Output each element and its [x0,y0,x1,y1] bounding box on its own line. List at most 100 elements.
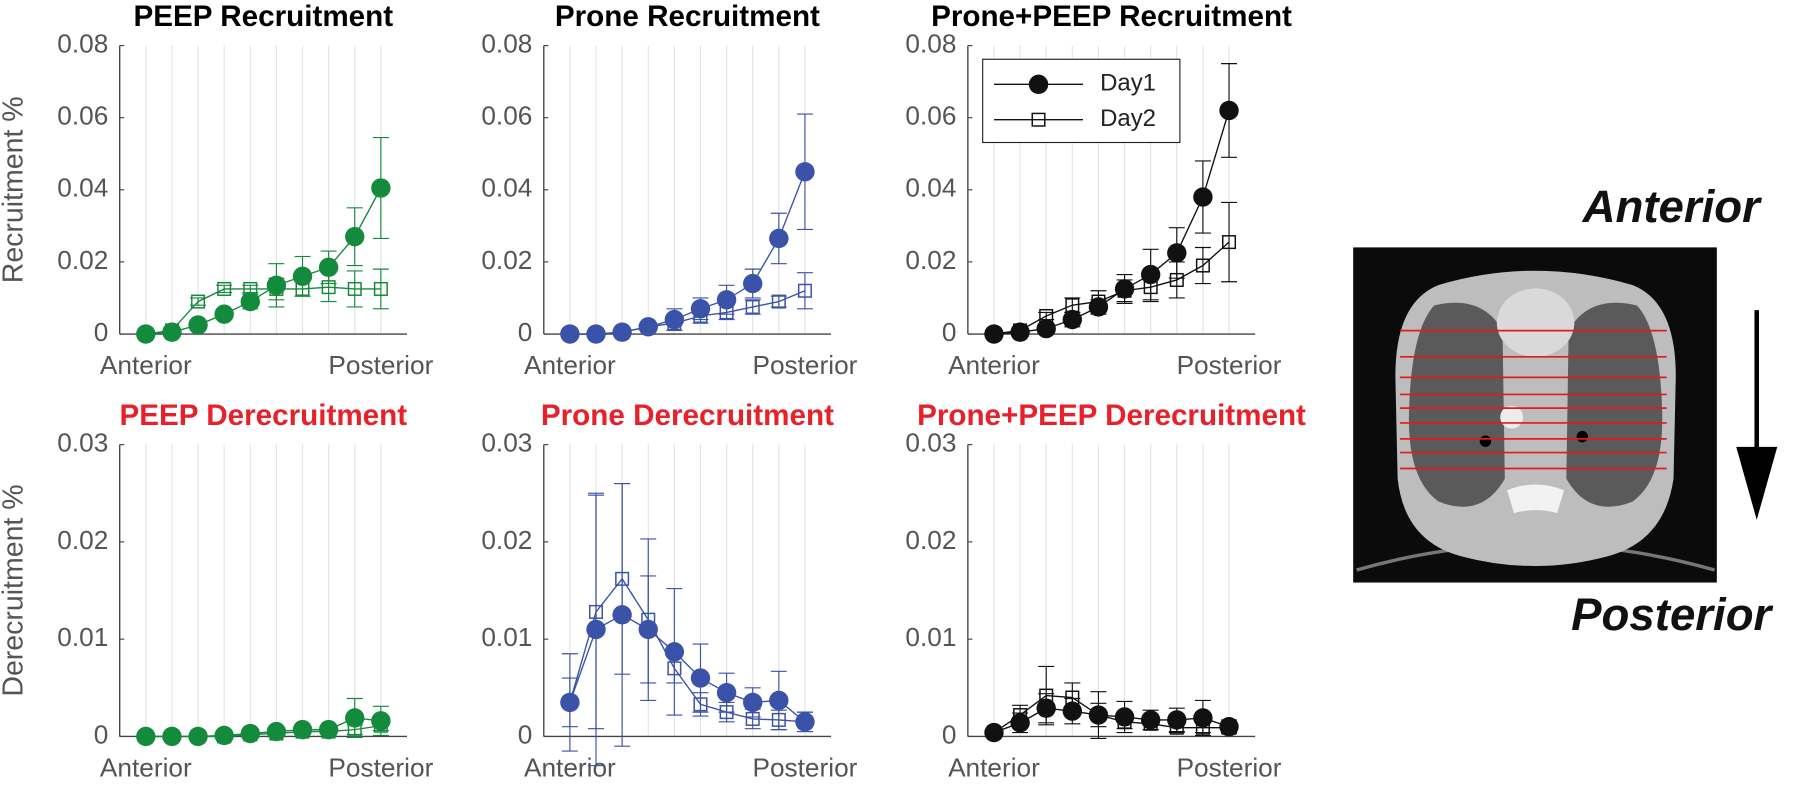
error-bar [346,270,363,308]
marker [589,604,604,619]
marker [693,697,708,712]
marker [1088,705,1109,725]
x-tick-label: Anterior [524,752,616,782]
y-tick-label: 0 [94,719,109,749]
y-tick-label: 0.02 [481,525,532,555]
y-axis-label: Derecruitment % [0,484,29,696]
panel: Prone Recruitment Anterior Posterior 0 0.02 0… [481,0,857,380]
marker [690,668,711,688]
marker [719,705,734,720]
marker [217,281,232,296]
marker [266,275,287,296]
marker [1219,100,1239,121]
panel: Prone Derecruitment Anterior Posterior 0 0.0… [481,399,857,782]
legend-marker [1028,74,1049,95]
marker [560,324,580,344]
marker [1140,264,1161,285]
panel-title: Prone+PEEP Derecruitment [917,399,1306,432]
y-tick-label: 0.01 [905,622,956,652]
y-tick-label: 0 [518,719,533,749]
marker [795,162,815,182]
marker [240,723,260,744]
marker [771,294,786,309]
panel-title: PEEP Derecruitment [120,399,408,432]
marker [1062,309,1083,330]
marker [586,324,606,344]
error-bar [1194,246,1211,285]
panel: PEEP Derecruitment Derecruitment % Anterio… [0,399,434,782]
marker [560,692,580,713]
marker [188,315,208,335]
y-tick-label: 0.02 [57,245,108,275]
error-bar [372,268,389,310]
marker [162,322,182,342]
marker [347,281,362,296]
marker [795,712,815,732]
marker [240,291,260,312]
marker [1065,298,1080,313]
marker [797,283,812,298]
marker [743,692,763,713]
x-tick-label: Posterior [752,752,857,782]
marker [1062,701,1083,721]
y-tick-label: 0.03 [57,428,108,458]
marker [667,661,682,676]
marker [612,605,632,625]
marker [191,294,206,309]
marker [716,682,737,703]
x-tick-label: Posterior [752,350,857,380]
marker [1010,322,1030,342]
error-bar [770,295,787,308]
marker [769,228,789,249]
marker [586,619,606,640]
y-tick-label: 0.03 [481,428,532,458]
panel: Prone+PEEP Derecruitment Anterior Posterio… [905,399,1306,782]
marker [984,324,1004,344]
panel-title: Prone Recruitment [555,0,820,33]
marker [612,322,632,342]
y-tick-label: 0.08 [905,29,956,59]
y-tick-label: 0.04 [905,173,956,203]
marker [345,226,365,247]
y-tick-label: 0.06 [481,101,532,131]
marker [638,317,658,337]
y-tick-label: 0.01 [481,622,532,652]
x-tick-label: Posterior [1177,752,1282,782]
anterior-label: Anterior [1582,181,1763,232]
marker [1169,272,1184,287]
y-tick-label: 0.02 [905,525,956,555]
series-line [993,241,1230,335]
x-tick-label: Posterior [328,752,433,782]
y-tick-label: 0.02 [905,245,956,275]
panel: PEEP Recruitment Recruitment % Anterior Pos… [0,0,434,380]
marker [664,309,685,330]
marker [1114,279,1135,299]
y-tick-label: 0.08 [481,29,532,59]
marker [318,719,339,740]
y-axis-label: Recruitment % [0,96,29,283]
x-tick-label: Anterior [948,350,1040,380]
marker [373,281,388,296]
marker [162,726,182,747]
marker [188,726,208,747]
x-tick-label: Anterior [100,350,192,380]
y-tick-label: 0 [942,719,957,749]
y-tick-label: 0 [94,317,109,347]
y-tick-label: 0.02 [481,245,532,275]
y-tick-label: 0.08 [57,29,108,59]
direction-arrow [1736,310,1778,520]
series-line [145,286,381,335]
marker [214,725,234,746]
marker [1036,318,1056,339]
marker [745,711,760,726]
marker [1219,717,1239,737]
marker [1193,187,1213,207]
y-tick-label: 0.04 [57,173,108,203]
marker [136,324,156,344]
marker [716,290,737,310]
marker [984,722,1004,743]
legend-box [982,58,1181,144]
